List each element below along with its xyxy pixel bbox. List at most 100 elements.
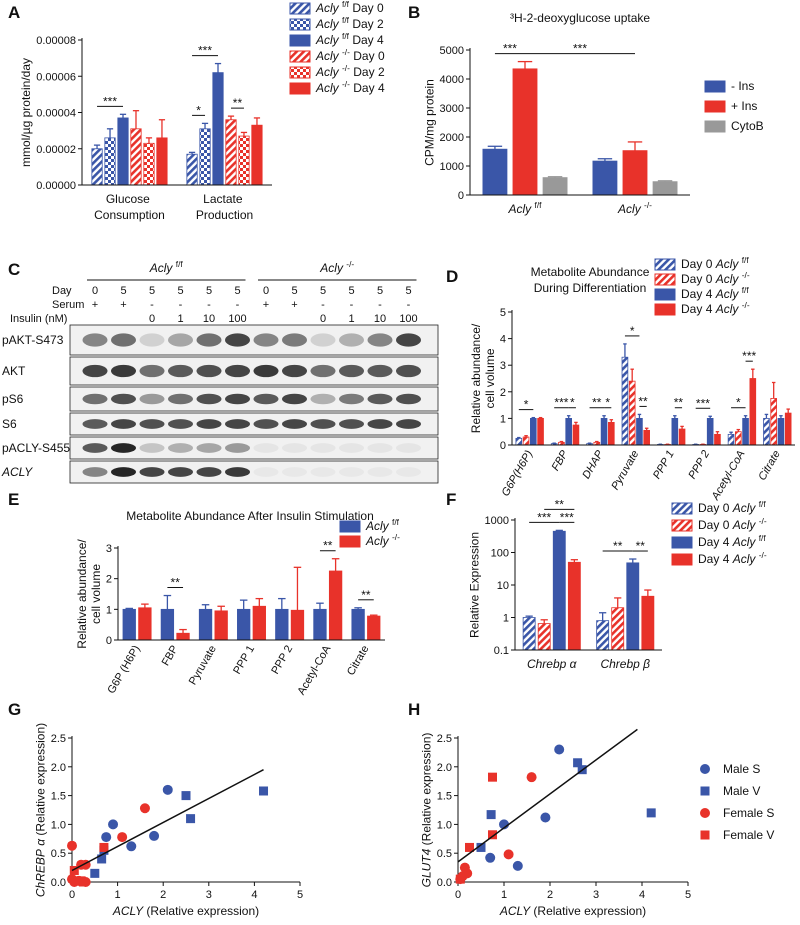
significance-label: * xyxy=(736,396,741,410)
panel-letter: B xyxy=(408,3,420,22)
error-bar xyxy=(614,597,622,608)
legend-swatch xyxy=(654,258,676,271)
bar xyxy=(596,620,610,651)
point xyxy=(526,772,537,783)
row-label: Day xyxy=(52,285,72,297)
error-bar xyxy=(132,110,140,129)
band xyxy=(82,443,108,453)
error-bar xyxy=(708,415,712,419)
bar xyxy=(608,421,615,446)
x-tick-label: G6P (H6P) xyxy=(105,644,142,696)
bar xyxy=(160,608,175,641)
legend-label: Acly -/- Day 0 xyxy=(315,47,385,63)
error-bar xyxy=(597,158,613,162)
band xyxy=(82,393,108,405)
legend-swatch xyxy=(289,34,311,47)
lane-label: 1 xyxy=(177,313,183,325)
y-tick-label: 2.5 xyxy=(51,733,66,745)
panel-letter: H xyxy=(408,700,420,719)
bar xyxy=(522,617,536,651)
x-tick-label: 3 xyxy=(593,889,599,901)
band xyxy=(253,333,279,347)
error-bar xyxy=(751,368,755,379)
y-axis-label: cell volume xyxy=(89,564,103,624)
error-bar xyxy=(369,614,378,617)
y-tick-label: 0.5 xyxy=(51,848,66,860)
band xyxy=(168,419,193,429)
y-tick-label: 100 xyxy=(491,548,509,560)
band xyxy=(111,467,136,477)
x-tick-label: Acly -/- xyxy=(617,200,652,216)
legend-label: Day 0 Acly -/- xyxy=(681,270,750,286)
band xyxy=(282,393,307,405)
band xyxy=(253,419,279,429)
legend-swatch xyxy=(289,50,311,63)
bar xyxy=(237,608,251,641)
panel-letter: E xyxy=(8,490,19,509)
error-bar xyxy=(602,415,606,419)
point xyxy=(126,841,137,852)
band xyxy=(82,419,108,429)
error-bar xyxy=(214,62,222,73)
band xyxy=(339,393,364,405)
band xyxy=(253,393,279,405)
chart-title: Metabolite Abundance xyxy=(531,265,650,279)
band xyxy=(139,467,165,477)
band xyxy=(225,419,250,429)
significance-label: ** xyxy=(323,539,333,553)
y-tick-label: 0.00004 xyxy=(36,108,76,120)
y-tick-label: 0.00006 xyxy=(36,71,76,83)
bar xyxy=(749,378,757,446)
lane-label: 5 xyxy=(291,285,297,297)
legend-label: Acly f/f Day 4 xyxy=(315,31,384,47)
lane-label: 1 xyxy=(348,313,354,325)
y-tick-label: 1000 xyxy=(440,161,464,173)
error-bar xyxy=(644,589,652,597)
point xyxy=(573,758,583,768)
bar xyxy=(626,562,640,651)
error-bar xyxy=(188,151,196,155)
legend-label: Day 4 Acly f/f xyxy=(681,285,749,301)
error-bar xyxy=(570,559,578,563)
error-bar xyxy=(93,144,101,149)
lane-label: + xyxy=(263,299,269,311)
lane-label: - xyxy=(378,299,382,311)
bar xyxy=(714,433,721,446)
error-bar xyxy=(278,597,286,610)
bar xyxy=(156,137,168,186)
significance-label: *** xyxy=(503,42,517,56)
legend-label: Acly f/f Day 2 xyxy=(315,15,384,31)
x-tick-label: Acetyl-CoA xyxy=(709,449,747,504)
error-bar xyxy=(106,128,114,138)
legend-label: Acly f/f Day 0 xyxy=(315,0,384,15)
band xyxy=(367,333,393,347)
y-tick-label: 0.00002 xyxy=(36,144,76,156)
error-bar xyxy=(239,599,248,610)
legend-swatch xyxy=(654,273,676,286)
bar xyxy=(592,160,618,196)
band xyxy=(396,393,421,405)
y-axis-label: mmol/µg protein/day xyxy=(19,58,33,167)
significance-label: ** xyxy=(638,394,648,408)
x-tick-label: 4 xyxy=(639,889,645,901)
y-tick-label: 2.5 xyxy=(437,733,452,745)
y-axis-label: cell volume xyxy=(483,348,497,408)
error-bar xyxy=(623,343,627,358)
error-bar xyxy=(673,415,677,419)
legend-label: Acly -/- Day 4 xyxy=(315,79,385,95)
y-tick-label: 0.1 xyxy=(494,645,509,657)
bar xyxy=(636,417,643,446)
band xyxy=(310,393,336,405)
chart-title: ³H-2-deoxyglucose uptake xyxy=(510,11,650,25)
y-tick-label: 2 xyxy=(500,387,506,399)
lane-label: - xyxy=(321,299,325,311)
significance-label: ** xyxy=(361,588,371,602)
bar xyxy=(198,608,213,641)
legend-label: - Ins xyxy=(731,79,754,93)
significance-label: * xyxy=(630,324,635,338)
legend-label: Female S xyxy=(723,806,774,820)
y-tick-label: 0 xyxy=(106,635,112,647)
bar xyxy=(622,150,648,196)
bar xyxy=(530,417,537,446)
error-bar xyxy=(555,529,563,532)
